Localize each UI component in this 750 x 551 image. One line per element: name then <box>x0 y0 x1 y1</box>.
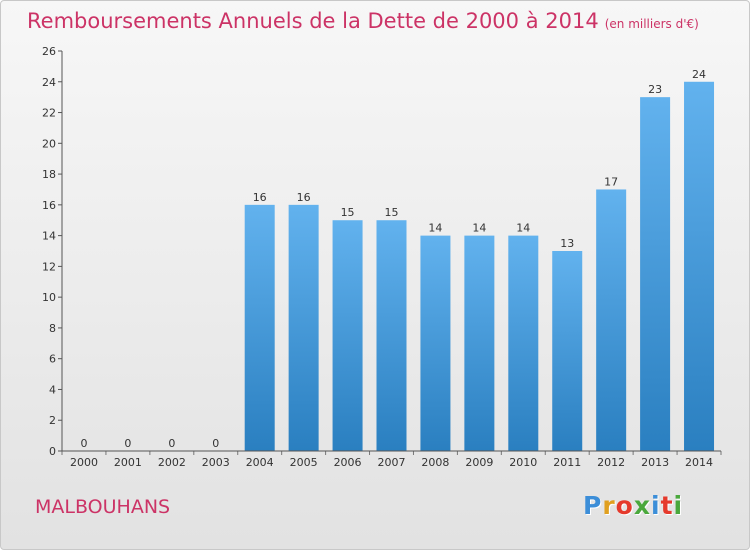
x-tick-label-2013: 2013 <box>641 456 669 469</box>
logo-letter: P <box>583 491 603 520</box>
value-label-2002: 0 <box>168 437 175 450</box>
value-label-2009: 14 <box>472 222 486 235</box>
y-tick-label-6: 6 <box>49 353 56 366</box>
y-tick-label-22: 22 <box>42 107 56 120</box>
y-tick-label-4: 4 <box>49 383 56 396</box>
value-label-2001: 0 <box>124 437 131 450</box>
value-label-2011: 13 <box>560 237 574 250</box>
value-label-2012: 17 <box>604 175 618 188</box>
value-label-2004: 16 <box>253 191 267 204</box>
logo-letter: o <box>615 491 634 520</box>
y-tick-label-2: 2 <box>49 414 56 427</box>
logo-letter: i <box>673 491 684 520</box>
y-tick-label-12: 12 <box>42 260 56 273</box>
title-text: Remboursements Annuels de la Dette de 20… <box>27 9 599 33</box>
x-tick-label-2008: 2008 <box>421 456 449 469</box>
chart-title: Remboursements Annuels de la Dette de 20… <box>27 9 699 33</box>
value-label-2005: 16 <box>297 191 311 204</box>
value-label-2006: 15 <box>341 206 355 219</box>
y-tick-label-8: 8 <box>49 322 56 335</box>
value-label-2013: 23 <box>648 83 662 96</box>
logo-letter: i <box>651 491 661 520</box>
bars-layer: 0 0 0 0 16 16 15 15 14 14 14 13 17 23 24 <box>80 68 715 452</box>
bar-2010 <box>508 235 539 451</box>
value-label-2003: 0 <box>212 437 219 450</box>
title-unit: (en milliers d'€) <box>604 17 699 31</box>
axes-layer: 2000 2001 2002 2003 2004 2005 2006 2007 2008 2009… <box>42 45 722 469</box>
value-label-2000: 0 <box>80 437 87 450</box>
y-tick-label-14: 14 <box>42 230 56 243</box>
x-tick-label-2003: 2003 <box>202 456 230 469</box>
y-tick-label-16: 16 <box>42 199 56 212</box>
x-tick-label-2010: 2010 <box>509 456 537 469</box>
x-tick-label-2002: 2002 <box>158 456 186 469</box>
logo-letter: x <box>633 491 651 520</box>
bar-2006 <box>332 220 363 451</box>
x-tick-label-2001: 2001 <box>114 456 142 469</box>
x-tick-label-2009: 2009 <box>465 456 493 469</box>
x-tick-label-2011: 2011 <box>553 456 581 469</box>
y-tick-label-10: 10 <box>42 291 56 304</box>
logo-letter: r <box>602 491 616 520</box>
x-tick-label-2000: 2000 <box>70 456 98 469</box>
bar-2014 <box>684 81 715 452</box>
proxiti-logo: Proxiti <box>583 491 683 520</box>
bar-2007 <box>376 220 407 451</box>
value-label-2007: 15 <box>385 206 399 219</box>
value-label-2014: 24 <box>692 68 706 81</box>
bar-2013 <box>640 97 671 452</box>
x-tick-label-2014: 2014 <box>685 456 713 469</box>
x-tick-label-2005: 2005 <box>290 456 318 469</box>
bar-2009 <box>464 235 495 451</box>
bar-2005 <box>288 204 319 451</box>
y-tick-label-26: 26 <box>42 45 56 58</box>
bar-2004 <box>244 204 275 451</box>
x-tick-label-2007: 2007 <box>378 456 406 469</box>
bar-2008 <box>420 235 451 451</box>
y-tick-label-24: 24 <box>42 76 56 89</box>
y-tick-label-18: 18 <box>42 168 56 181</box>
value-label-2008: 14 <box>428 222 442 235</box>
bar-2011 <box>552 251 583 451</box>
commune-name: MALBOUHANS <box>35 496 171 518</box>
y-tick-label-20: 20 <box>42 137 56 150</box>
y-tick-label-0: 0 <box>49 445 56 458</box>
x-tick-label-2006: 2006 <box>334 456 362 469</box>
bar-2012 <box>596 189 627 451</box>
logo-letter: t <box>660 491 674 520</box>
x-tick-label-2012: 2012 <box>597 456 625 469</box>
x-tick-label-2004: 2004 <box>246 456 274 469</box>
value-label-2010: 14 <box>516 222 530 235</box>
